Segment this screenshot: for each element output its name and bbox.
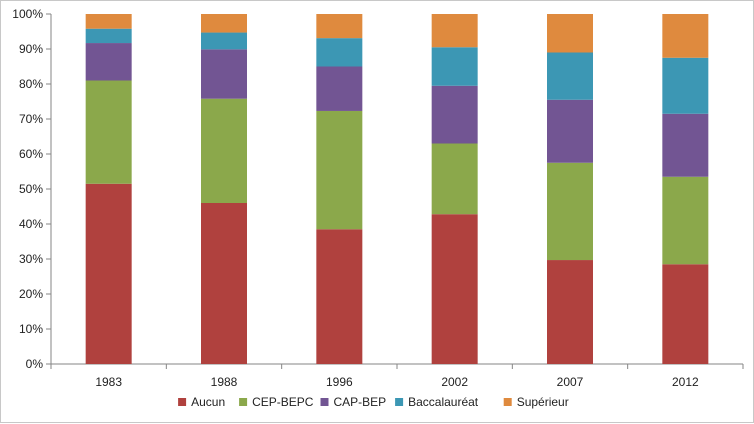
bar-segment [201, 14, 247, 33]
bar-segment [547, 52, 593, 100]
x-tick-label: 2002 [441, 375, 468, 389]
bar-segment [85, 43, 132, 81]
bar-segment [85, 14, 132, 29]
bar-segment [316, 229, 363, 364]
bar-segment [201, 49, 247, 99]
y-tick-label: 40% [19, 217, 43, 231]
y-tick-label: 20% [19, 287, 43, 301]
legend-label: Aucun [191, 395, 225, 409]
bar-segment [85, 28, 132, 44]
legend-label: Supérieur [517, 395, 569, 409]
x-tick-label: 1988 [211, 375, 238, 389]
bar-segment [316, 38, 363, 67]
bar-segment [662, 14, 709, 58]
bar-segment [547, 99, 593, 163]
bar-segment [547, 14, 593, 53]
legend-swatch [503, 398, 512, 406]
bar-segment [547, 260, 593, 364]
y-tick-label: 10% [19, 322, 43, 336]
bar-segment [316, 14, 363, 39]
bar-segment [201, 203, 247, 364]
legend-label: CAP-BEP [334, 395, 387, 409]
y-tick-label: 50% [19, 182, 43, 196]
bar-segment [662, 113, 709, 177]
legend-swatch [178, 398, 187, 406]
bar-segment [316, 110, 363, 230]
x-tick-label: 1983 [95, 375, 122, 389]
bar-segment [316, 66, 363, 111]
legend-swatch [239, 398, 248, 406]
y-tick-label: 100% [12, 7, 43, 21]
legend-label: Baccalauréat [408, 395, 479, 409]
bar-segment [201, 98, 247, 203]
x-tick-label: 2007 [557, 375, 584, 389]
bar-segment [431, 85, 478, 144]
bar-segment [662, 264, 709, 364]
y-tick-label: 70% [19, 112, 43, 126]
y-tick-label: 60% [19, 147, 43, 161]
bar-segment [431, 14, 478, 48]
bar-segment [85, 80, 132, 184]
y-tick-label: 0% [26, 357, 44, 371]
bar-segment [547, 162, 593, 261]
bar-segment [201, 32, 247, 50]
bar-segment [431, 143, 478, 215]
bar-segment [662, 176, 709, 265]
y-tick-label: 30% [19, 252, 43, 266]
legend-label: CEP-BEPC [252, 395, 314, 409]
x-tick-label: 1996 [326, 375, 353, 389]
y-tick-label: 90% [19, 42, 43, 56]
bar-segment [431, 47, 478, 86]
bar-segment [431, 214, 478, 364]
x-tick-label: 2012 [672, 375, 699, 389]
y-tick-label: 80% [19, 77, 43, 91]
legend-swatch [395, 398, 404, 406]
bar-segment [85, 183, 132, 364]
bar-segment [662, 57, 709, 114]
legend-swatch [320, 398, 329, 406]
